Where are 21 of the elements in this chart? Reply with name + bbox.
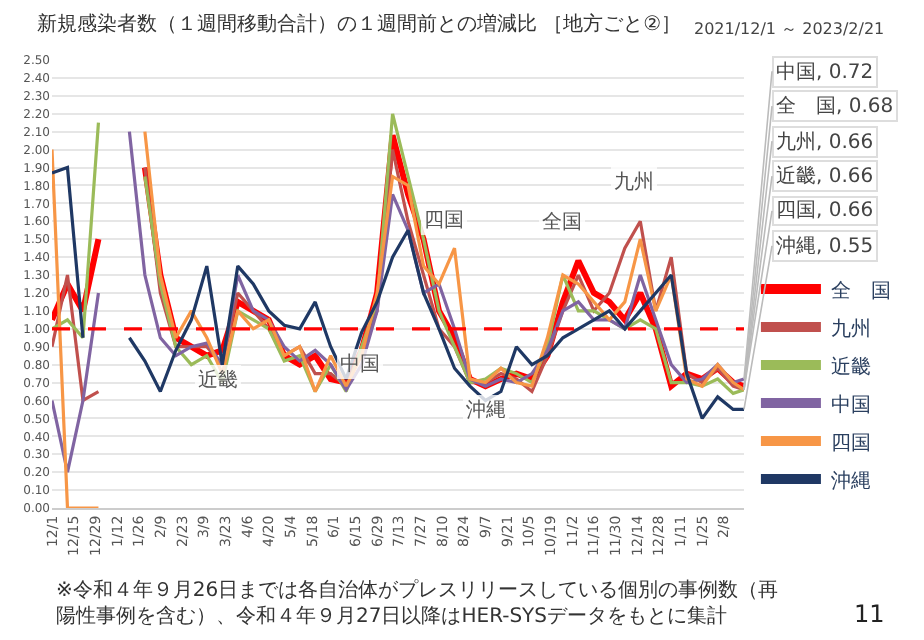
legend-label: 四国: [830, 432, 871, 455]
legend-label: 沖縄: [830, 468, 871, 493]
annotation: 九州: [614, 170, 654, 194]
annotation: 沖縄, 0.55: [776, 234, 874, 258]
annotation: 全国: [542, 210, 582, 234]
legend-label: 中国: [830, 392, 871, 417]
text: 11: [854, 600, 885, 628]
annotation: 四国, 0.66: [776, 200, 874, 222]
annotation: 全 国, 0.68: [776, 94, 894, 118]
text: ※令和４年９月26日までは各自治体がプレスリリースしている個別の事例数（再陽性事例を含む）、令和４年９月27日以降はHER-SYSデータをもとに集計: [56, 578, 779, 628]
legend-label: 近畿: [830, 354, 871, 379]
annotation: 九州, 0.66: [776, 130, 874, 154]
legend-label: 九州: [830, 316, 871, 341]
annotation: 近畿: [198, 368, 238, 392]
text: 2021/12/1 ～ 2023/2/21: [694, 20, 885, 38]
chart-title: 新規感染者数（１週間移動合計）の１週間前との増減比 ［地方ごと②］: [36, 12, 682, 36]
annotation: 中国, 0.72: [776, 60, 874, 84]
annotation: 四国: [424, 210, 464, 232]
annotation: 近畿, 0.66: [776, 164, 874, 188]
legend-label: 全 国: [830, 278, 891, 303]
annotation: 沖縄: [466, 398, 506, 422]
